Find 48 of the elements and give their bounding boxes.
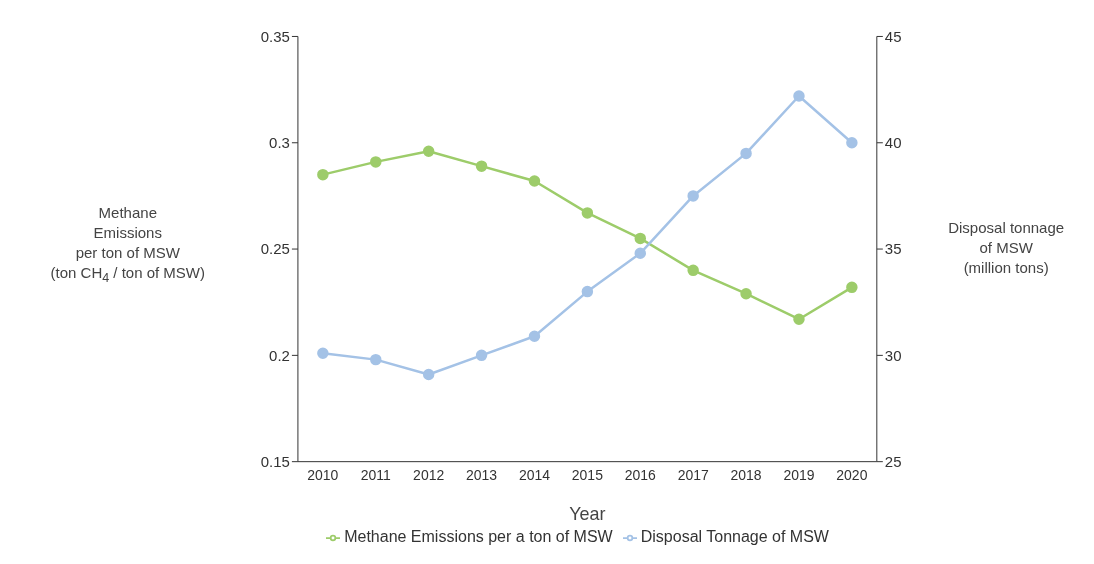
x-tick-label: 2015 (571, 466, 603, 483)
y-axis-title: Methane Emissions per ton of MSW (ton CH$_{4}$ / ton of MSW) (49, 203, 207, 287)
point (475, 349, 487, 362)
point (686, 264, 699, 277)
x-tick-label: 2011 (360, 466, 391, 483)
legend-label: Disposal Tonnage of MSW (640, 528, 829, 545)
x-tick-label: 2014 (518, 466, 550, 483)
point (528, 330, 540, 342)
point (845, 281, 858, 294)
point (369, 156, 382, 168)
x-tick-label: 2018 (730, 466, 762, 483)
x-tick-label: 2012 (412, 466, 444, 483)
y2-tick-label: 30 (884, 346, 902, 364)
point (316, 168, 329, 181)
legend-label: Methane Emissions per a ton of MSW (344, 528, 613, 545)
x-tick-label: 2013 (465, 466, 497, 483)
y2-tick-label: 45 (884, 27, 902, 45)
y2-tick-label: 35 (884, 240, 902, 258)
point (634, 247, 646, 260)
y-tick-label: 0.2 (268, 346, 290, 364)
point (792, 313, 805, 325)
point (792, 90, 805, 102)
y2-tick-label: 25 (884, 452, 902, 470)
point (634, 232, 646, 245)
point (422, 368, 434, 381)
point (316, 347, 329, 359)
y-tick-label: 0.3 (268, 134, 290, 152)
point (581, 285, 593, 298)
point (686, 190, 699, 202)
x-tick-label: 2017 (677, 466, 709, 483)
point (475, 160, 487, 172)
point (369, 353, 382, 366)
point (739, 147, 752, 160)
point (528, 175, 540, 187)
x-tick-label: 2010 (306, 466, 339, 483)
y2-axis-title: Disposal tonnage of MSW (million tons) (947, 218, 1066, 278)
y-tick-label: 0.35 (260, 27, 290, 45)
x-tick-label: 2019 (783, 466, 815, 483)
point (739, 287, 752, 300)
y-tick-label: 0.15 (260, 452, 290, 470)
y-tick-label: 0.25 (260, 240, 290, 258)
x-axis-title: Year (568, 503, 606, 524)
y2-tick-label: 40 (884, 134, 902, 152)
point (581, 207, 593, 219)
point (845, 137, 858, 149)
x-tick-label: 2016 (624, 466, 656, 483)
point (422, 145, 434, 158)
x-tick-label: 2020 (835, 466, 868, 483)
